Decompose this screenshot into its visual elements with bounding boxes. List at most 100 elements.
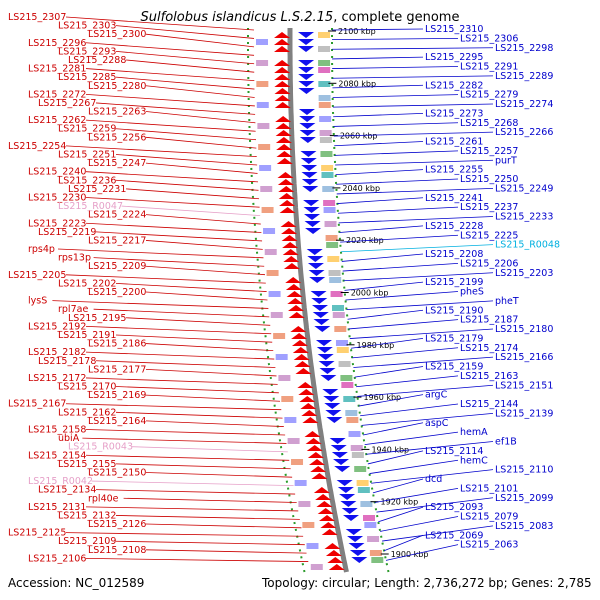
feature-tile [294,480,307,486]
feature-tile [328,270,341,276]
reverse-gene-arrow [313,319,330,325]
right-leader-line [383,534,424,552]
right-leader-line [332,75,494,79]
forward-gene-arrow [275,123,292,129]
forward-gene-arrow [274,32,291,38]
left-gene-label: LS215_2134 [38,485,96,496]
left-leader-line [121,205,261,217]
feature-tile [273,333,286,339]
reverse-gene-arrow [301,165,318,171]
right-leader-line [380,516,459,532]
forward-gene-arrow [311,473,328,479]
right-gene-label: LS215_2159 [425,362,483,373]
left-leader-line [85,454,290,461]
forward-gene-arrow [307,452,324,458]
left-leader-line [115,386,279,394]
right-gene-label: LS215_2174 [460,343,518,354]
right-gene-label: LS215_2079 [460,512,518,523]
ruler-label: 2040 kbp [342,184,380,193]
left-gene-label: LS215_2209 [88,261,146,272]
right-gene-label: LS215_2306 [460,33,518,44]
left-leader-line [85,68,255,82]
reverse-gene-arrow [316,347,333,353]
left-leader-line [93,257,265,267]
reverse-gene-arrow [323,396,340,402]
feature-tile [330,291,343,297]
forward-gene-arrow [288,312,305,318]
feature-tile [256,60,269,66]
feature-tile [291,459,304,465]
forward-gene-arrow [304,431,321,437]
right-leader-line [342,262,459,272]
forward-gene-arrow [282,242,299,248]
right-gene-label: LS215_2083 [495,521,553,532]
left-gene-label: LS215_2219 [38,227,96,238]
left-gene-label: LS215_R0043 [68,442,133,453]
left-gene-label: LS215_2164 [88,416,146,427]
left-leader-line [65,16,255,31]
feature-tile [266,270,279,276]
feature-tile [310,564,323,570]
right-leader-line [335,159,494,166]
right-leader-line [345,291,459,301]
forward-gene-arrow [315,494,332,500]
right-gene-label: LS215_2255 [425,165,483,176]
left-leader-line [145,368,277,377]
reverse-gene-arrow [304,214,321,220]
reverse-gene-arrow [302,186,319,192]
right-gene-label: pheS [460,287,484,298]
right-gene-label: LS215_2274 [495,99,553,110]
right-gene-label: LS215_2249 [495,183,553,194]
left-gene-label: LS215_2178 [38,356,96,367]
reverse-gene-arrow [298,46,315,52]
left-gene-label: LS215_2125 [8,528,66,539]
left-gene-label: LS215_2262 [28,115,86,126]
right-leader-line [374,487,459,503]
feature-tile [278,375,291,381]
left-leader-line [145,111,256,124]
forward-gene-arrow [295,368,312,374]
forward-gene-arrow [274,102,291,108]
right-gene-label: LS215_2250 [460,174,518,185]
left-gene-label: LS215_2231 [68,184,126,195]
left-gene-label: LS215_2192 [28,321,86,332]
left-gene-label: LS215_2131 [28,502,86,513]
right-gene-label: LS215_R0048 [495,240,560,251]
left-gene-label: LS215_2263 [88,107,146,118]
forward-gene-arrow [288,305,305,311]
left-leader-line [65,403,282,411]
feature-tile [334,326,347,332]
left-gene-label: LS215_2195 [68,313,126,324]
right-gene-label: LS215_2257 [460,146,518,157]
feature-tile [369,550,382,556]
left-gene-label: LS215_R0042 [28,476,93,487]
reverse-gene-arrow [307,263,324,269]
forward-gene-arrow [274,60,291,66]
reverse-gene-arrow [304,221,321,227]
left-leader-line [115,154,258,166]
reverse-gene-arrow [298,88,315,94]
forward-gene-arrow [286,291,303,297]
right-leader-line [369,459,459,474]
forward-gene-arrow [278,193,295,199]
feature-tile [298,501,311,507]
left-leader-line [95,102,256,115]
left-leader-line [115,25,255,39]
feature-tile [360,501,373,507]
reverse-gene-arrow [312,305,329,311]
right-gene-label: LS215_2233 [495,212,553,223]
left-gene-label: LS215_2293 [58,46,116,57]
reverse-gene-arrow [312,312,329,318]
reverse-gene-arrow [337,487,354,493]
forward-gene-arrow [302,417,319,423]
left-gene-label: LS215_2177 [88,364,146,375]
left-leader-line [145,523,302,529]
feature-tile [356,480,369,486]
right-gene-label: LS215_2199 [425,277,483,288]
reverse-gene-arrow [340,501,357,507]
ruler-label: 2000 kbp [351,289,389,298]
strand-tracks [247,28,390,573]
forward-gene-arrow [275,116,292,122]
feature-tile [319,116,332,122]
left-leader-line [95,360,276,368]
